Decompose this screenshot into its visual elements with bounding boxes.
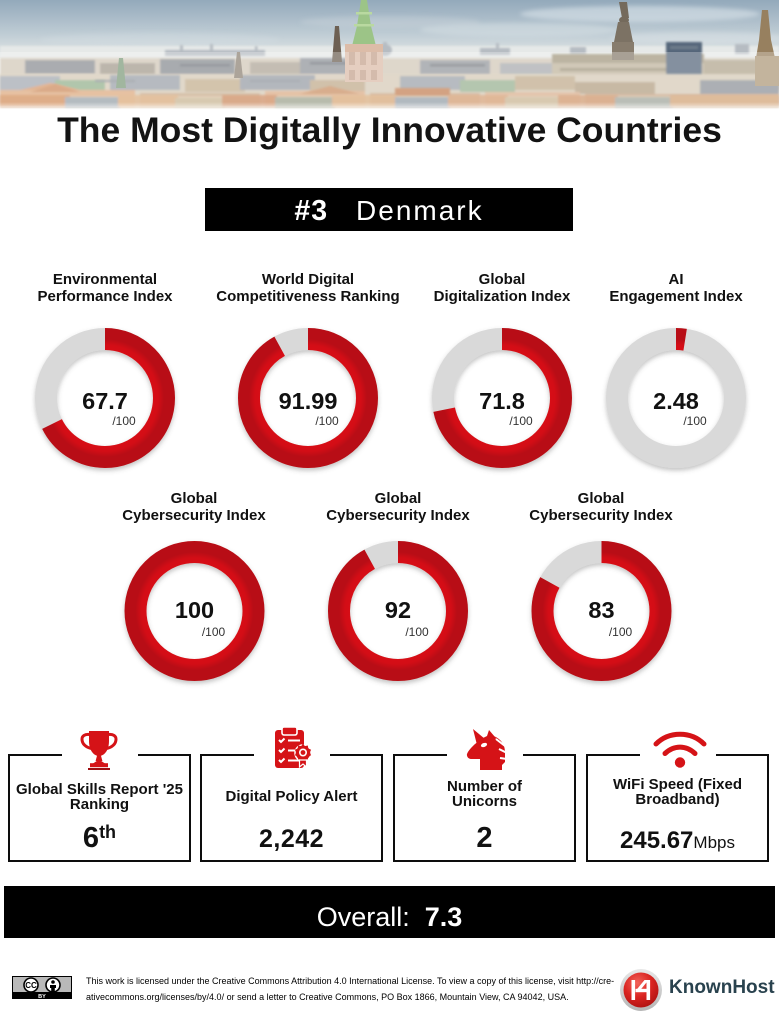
svg-text:CC: CC	[25, 981, 37, 990]
svg-text:BY: BY	[38, 994, 46, 999]
